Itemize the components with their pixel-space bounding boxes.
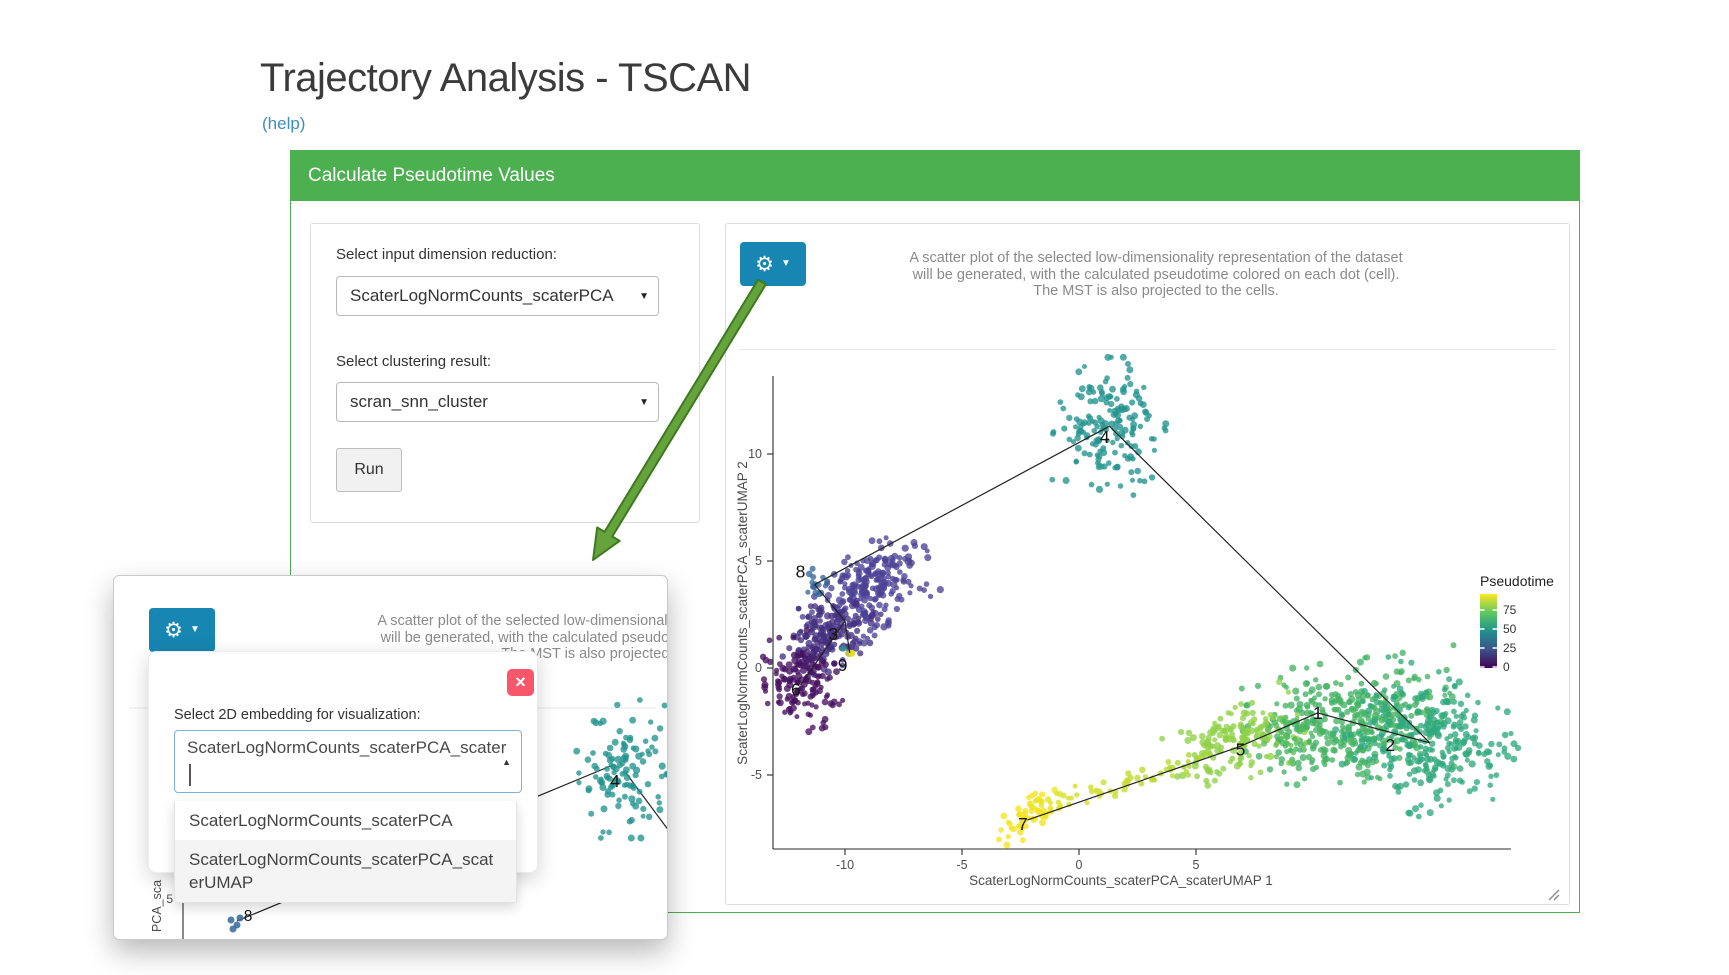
gradient-tail-points	[1095, 445, 1107, 471]
cluster-label-5: 5	[1236, 739, 1246, 759]
mst-edge	[814, 584, 846, 622]
gear-icon: ⚙	[164, 618, 183, 642]
page-title: Trajectory Analysis - TSCAN	[260, 56, 752, 100]
cluster-label-1: 1	[1313, 703, 1323, 723]
dim-reduction-label: Select input dimension reduction:	[336, 246, 557, 263]
embedding-label: Select 2D embedding for visualization:	[174, 707, 421, 723]
svg-text:-5: -5	[956, 858, 967, 872]
dim-reduction-select[interactable]: ScaterLogNormCounts_scaterPCA ▼	[336, 276, 659, 316]
caret-up-icon: ▲	[502, 757, 511, 767]
legend-colorbar	[1480, 594, 1497, 668]
svg-text:25: 25	[1503, 641, 1517, 655]
cluster-4-points	[573, 697, 667, 842]
cluster-6-points	[759, 627, 846, 736]
option-scaterpca-umap[interactable]: ScaterLogNormCounts_scaterPCA_scaterUMAP	[175, 840, 516, 902]
caret-down-icon: ▼	[639, 397, 649, 408]
text-cursor	[189, 764, 191, 786]
svg-text:5: 5	[755, 554, 762, 568]
dim-reduction-value: ScaterLogNormCounts_scaterPCA	[350, 286, 614, 305]
panel-divider	[739, 349, 1556, 350]
svg-text:5: 5	[166, 892, 173, 906]
legend-title: Pseudotime	[1480, 573, 1554, 589]
svg-text:5: 5	[1193, 858, 1200, 872]
cluster-label-3: 3	[828, 624, 838, 644]
cluster-2-points	[1332, 654, 1522, 820]
cluster-8-points	[227, 914, 244, 933]
mst-edge	[1237, 712, 1318, 748]
help-link[interactable]: (help)	[262, 114, 306, 133]
gradient-tail-points	[1028, 749, 1213, 812]
resize-handle[interactable]	[1548, 889, 1560, 901]
close-button[interactable]: ×	[507, 669, 534, 696]
svg-text:50: 50	[1503, 622, 1517, 636]
gradient-tail-points	[1260, 715, 1326, 766]
mst-edge	[844, 620, 851, 654]
plot-description: A scatter plot of the selected low-dimen…	[909, 250, 1403, 299]
cluster-8-points	[805, 565, 831, 598]
cluster-label-2: 2	[1385, 735, 1395, 755]
settings-popup: 4 8 5 PCA_sca A scatter plot of the selecte…	[113, 575, 668, 940]
cluster-label-6: 6	[791, 679, 801, 699]
cluster-label-7: 7	[1018, 814, 1028, 834]
cluster-label-8: 8	[244, 908, 253, 925]
svg-text:-5: -5	[751, 768, 762, 782]
popup-settings-button[interactable]: ⚙ ▼	[149, 608, 215, 652]
svg-text:0: 0	[755, 661, 762, 675]
cluster-label-9: 9	[838, 655, 848, 675]
svg-text:75: 75	[1503, 603, 1517, 617]
mst-edge	[814, 425, 1110, 586]
embedding-options-list: ScaterLogNormCounts_scaterPCA ScaterLogN…	[174, 801, 517, 903]
mst-edge	[1317, 712, 1431, 744]
embedding-input[interactable]: ScaterLogNormCounts_scaterPCA_scater ▲	[174, 730, 522, 793]
y-axis-title-fragment: PCA_sca	[150, 880, 164, 932]
popup-plot-description: A scatter plot of the selected low-dimen…	[377, 613, 668, 662]
cluster-label-4: 4	[610, 771, 620, 791]
y-axis-title: ScaterLogNormCounts_scaterPCA_scaterUMAP…	[735, 461, 750, 765]
mst-edge	[1108, 425, 1431, 744]
cluster-label-4: 4	[1100, 427, 1110, 447]
svg-text:0: 0	[1076, 858, 1083, 872]
caret-down-icon: ▼	[639, 291, 649, 302]
clustering-value: scran_snn_cluster	[350, 392, 488, 411]
svg-text:-10: -10	[836, 858, 854, 872]
caret-down-icon: ▼	[189, 624, 200, 635]
x-axis-title: ScaterLogNormCounts_scaterPCA_scaterUMAP…	[969, 873, 1273, 888]
embedding-input-value: ScaterLogNormCounts_scaterPCA_scater	[187, 738, 507, 757]
plot-settings-button[interactable]: ⚙ ▼	[740, 242, 806, 286]
caret-down-icon: ▼	[780, 258, 791, 269]
plot-panel: ⚙ ▼ A scatter plot of the selected low-d…	[725, 223, 1570, 905]
mst-edge	[800, 620, 846, 686]
svg-text:10: 10	[748, 447, 762, 461]
card-header: Calculate Pseudotime Values	[291, 151, 1579, 201]
mst-edge	[625, 772, 667, 830]
form-panel: Select input dimension reduction: Scater…	[310, 223, 700, 523]
clustering-select[interactable]: scran_snn_cluster ▼	[336, 382, 659, 422]
clustering-label: Select clustering result:	[336, 353, 492, 370]
option-scaterpca[interactable]: ScaterLogNormCounts_scaterPCA	[189, 811, 453, 830]
svg-text:0: 0	[1503, 660, 1510, 674]
mst-edge	[1027, 746, 1239, 821]
cluster-label-8: 8	[796, 562, 806, 582]
run-button[interactable]: Run	[336, 448, 402, 492]
gear-icon: ⚙	[755, 252, 774, 276]
pseudotime-legend: Pseudotime 75 50 25 0	[1480, 573, 1554, 674]
